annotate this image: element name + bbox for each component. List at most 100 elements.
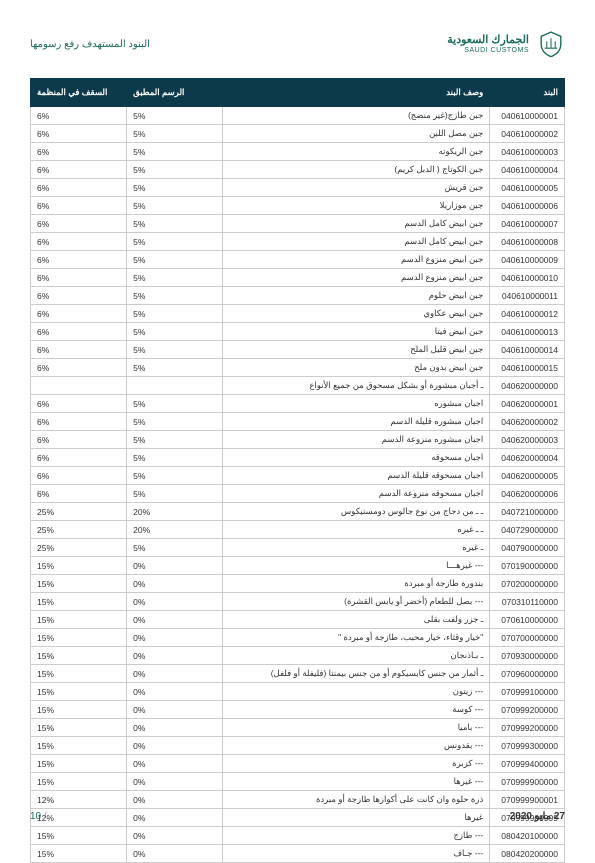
cell-desc: اجبان مبشوره منزوعة الدسم xyxy=(223,431,490,449)
table-row: 040610000013جبن ابيض فيتا5%6% xyxy=(31,323,565,341)
cell-rate: 5% xyxy=(127,215,223,233)
cell-rate: 5% xyxy=(127,341,223,359)
cell-id: 080420200000 xyxy=(490,845,565,863)
cell-cap: 15% xyxy=(31,629,127,647)
cell-desc: جبن الكوتاج ( الدبل كريم) xyxy=(223,161,490,179)
cell-id: 040610000015 xyxy=(490,359,565,377)
table-row: 070310110000--- بصل للطعام (أخضر أو يابس… xyxy=(31,593,565,611)
cell-cap: 15% xyxy=(31,701,127,719)
table-row: 070190000000--- غيرهـــا0%15% xyxy=(31,557,565,575)
cell-cap: 6% xyxy=(31,125,127,143)
table-row: 040610000011جبن ابيض حلوم5%6% xyxy=(31,287,565,305)
cell-rate: 0% xyxy=(127,791,223,809)
tariff-table: البند وصف البند الرسم المطبق السقف في ال… xyxy=(30,78,565,863)
cell-rate: 20% xyxy=(127,503,223,521)
cell-id: 070999900000 xyxy=(490,773,565,791)
cell-desc: اجبان مبشوره قليلة الدسم xyxy=(223,413,490,431)
table-row: 040620000000ـ أجبان مبشورة أو بشكل مسحوق… xyxy=(31,377,565,395)
cell-desc: --- بقدونس xyxy=(223,737,490,755)
cell-cap: 15% xyxy=(31,611,127,629)
cell-id: 040620000005 xyxy=(490,467,565,485)
cell-rate: 0% xyxy=(127,629,223,647)
col-header-desc: وصف البند xyxy=(223,79,490,107)
table-row: 040620000005اجبان مسحوقه قليلة الدسم5%6% xyxy=(31,467,565,485)
cell-rate: 5% xyxy=(127,467,223,485)
table-row: 070999200000--- كوسة0%15% xyxy=(31,701,565,719)
cell-desc: جبن ابيض فيتا xyxy=(223,323,490,341)
cell-rate: 5% xyxy=(127,125,223,143)
table-row: 040610000003جبن الريكوته5%6% xyxy=(31,143,565,161)
table-row: 040620000006اجبان مسحوقه منزوعة الدسم5%6… xyxy=(31,485,565,503)
cell-id: 070960000000 xyxy=(490,665,565,683)
cell-id: 040610000002 xyxy=(490,125,565,143)
cell-cap: 6% xyxy=(31,215,127,233)
cell-id: 040620000001 xyxy=(490,395,565,413)
footer-date: 27 مايو 2020 xyxy=(510,811,565,822)
table-row: 070610000000ـ جزر ولفت بقلى0%15% xyxy=(31,611,565,629)
cell-cap: 15% xyxy=(31,575,127,593)
cell-rate: 5% xyxy=(127,359,223,377)
cell-cap: 6% xyxy=(31,431,127,449)
cell-rate: 0% xyxy=(127,647,223,665)
cell-rate: 0% xyxy=(127,557,223,575)
table-row: 040610000014جبن ابيض قليل الملح5%6% xyxy=(31,341,565,359)
cell-id: 070930000000 xyxy=(490,647,565,665)
cell-desc: ـ ـ من دجاج من نوع جالوس دومستيكوس xyxy=(223,503,490,521)
table-row: 040610000009جبن ابيض منزوع الدسم5%6% xyxy=(31,251,565,269)
cell-rate: 5% xyxy=(127,539,223,557)
cell-id: 040610000001 xyxy=(490,107,565,125)
cell-cap: 25% xyxy=(31,539,127,557)
table-row: 040721000000ـ ـ من دجاج من نوع جالوس دوم… xyxy=(31,503,565,521)
table-row: 040610000007جبن ابيض كامل الدسم5%6% xyxy=(31,215,565,233)
cell-rate: 0% xyxy=(127,755,223,773)
cell-cap: 15% xyxy=(31,593,127,611)
cell-rate: 0% xyxy=(127,719,223,737)
cell-desc: جبن ابيض كامل الدسم xyxy=(223,215,490,233)
cell-cap: 15% xyxy=(31,683,127,701)
cell-desc: --- غيرهـــا xyxy=(223,557,490,575)
cell-id: 040620000006 xyxy=(490,485,565,503)
cell-cap: 6% xyxy=(31,269,127,287)
cell-cap: 6% xyxy=(31,305,127,323)
table-row: 040610000008جبن ابيض كامل الدسم5%6% xyxy=(31,233,565,251)
logo-text-ar: الجمارك السعودية xyxy=(447,34,529,46)
cell-id: 070999200000 xyxy=(490,719,565,737)
cell-rate: 0% xyxy=(127,737,223,755)
page-footer: 27 مايو 2020 / 10 xyxy=(30,811,565,822)
cell-desc: --- كوسة xyxy=(223,701,490,719)
table-row: 040610000005جبن قريش5%6% xyxy=(31,179,565,197)
cell-rate: 0% xyxy=(127,773,223,791)
cell-desc: "خيار وقثاء، خيار محبب، طازجة أو مبردة " xyxy=(223,629,490,647)
cell-rate: 5% xyxy=(127,107,223,125)
footer-slash: / xyxy=(44,811,47,822)
cell-rate: 5% xyxy=(127,269,223,287)
cell-id: 040610000011 xyxy=(490,287,565,305)
cell-desc: جبن ابيض منزوع الدسم xyxy=(223,251,490,269)
logo-text-en: SAUDI CUSTOMS xyxy=(447,47,529,54)
cell-cap: 15% xyxy=(31,665,127,683)
cell-id: 040721000000 xyxy=(490,503,565,521)
table-row: 040610000010جبن ابيض منزوع الدسم5%6% xyxy=(31,269,565,287)
cell-desc: اجبان مسحوقه منزوعة الدسم xyxy=(223,485,490,503)
cell-id: 040610000008 xyxy=(490,233,565,251)
cell-desc: ـ أجبان مبشورة أو بشكل مسحوق من جميع الأ… xyxy=(223,377,490,395)
table-row: 070999400000--- كزبرة0%15% xyxy=(31,755,565,773)
cell-id: 040620000000 xyxy=(490,377,565,395)
cell-cap: 15% xyxy=(31,773,127,791)
cell-desc: جبن طازج(غير منضج) xyxy=(223,107,490,125)
table-row: 080420200000--- جـاف0%15% xyxy=(31,845,565,863)
cell-desc: --- جـاف xyxy=(223,845,490,863)
cell-id: 040790000000 xyxy=(490,539,565,557)
cell-id: 070200000000 xyxy=(490,575,565,593)
table-row: 040729000000ـ ـ غيره20%25% xyxy=(31,521,565,539)
table-row: 070200000000بندورة طازجة أو مبردة0%15% xyxy=(31,575,565,593)
cell-desc: ـ ـ غيره xyxy=(223,521,490,539)
cell-rate: 5% xyxy=(127,143,223,161)
cell-rate: 5% xyxy=(127,233,223,251)
cell-cap: 15% xyxy=(31,557,127,575)
cell-id: 040610000003 xyxy=(490,143,565,161)
cell-desc: جبن مصل اللبن xyxy=(223,125,490,143)
cell-rate: 0% xyxy=(127,845,223,863)
cell-cap: 12% xyxy=(31,791,127,809)
cell-desc: جبن ابيض عكاوي xyxy=(223,305,490,323)
